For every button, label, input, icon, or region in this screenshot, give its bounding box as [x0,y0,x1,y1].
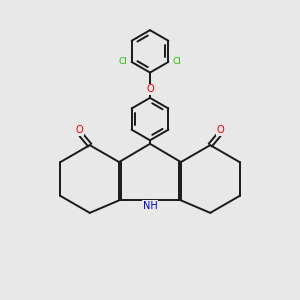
Text: Cl: Cl [173,58,182,67]
Text: NH: NH [142,201,158,211]
Text: Cl: Cl [118,58,127,67]
Text: O: O [76,125,84,135]
Text: O: O [216,125,224,135]
Text: O: O [146,84,154,94]
